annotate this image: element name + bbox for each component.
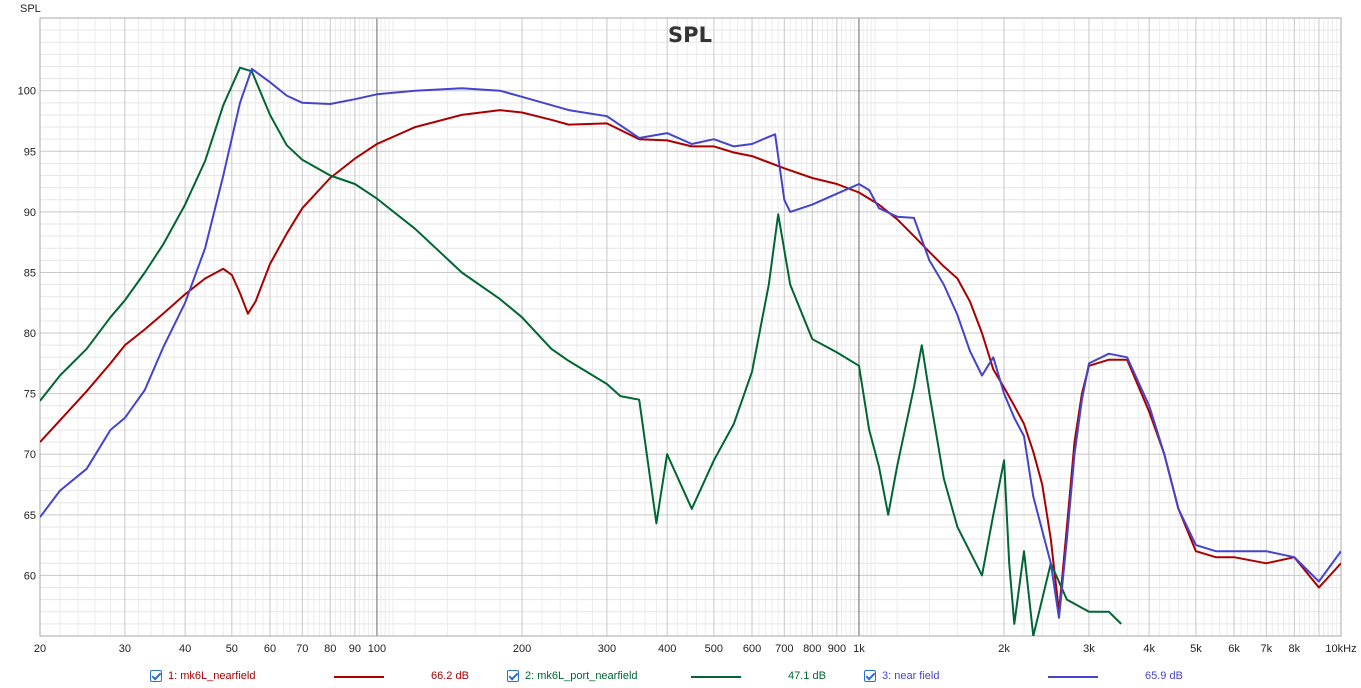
x-tick-label: 90	[349, 643, 361, 655]
legend-item-1[interactable]: 1: mk6L_nearfield	[150, 666, 255, 686]
series-line-2	[40, 66, 1122, 636]
x-tick-label: 700	[775, 643, 793, 655]
x-tick-label: 5k	[1190, 643, 1202, 655]
x-tick-label: 30	[119, 643, 131, 655]
series-line-1	[40, 109, 1341, 613]
chart-title: SPL	[668, 23, 712, 47]
y-tick-label: 85	[24, 267, 36, 279]
series-line-3	[40, 67, 1341, 619]
legend-value-3: 65.9 dB	[1145, 670, 1183, 682]
minor-grid	[40, 17, 1341, 637]
x-tick-label: 800	[803, 643, 821, 655]
y-axis-ticks: 60 65 70 75 80 85 90 95 100	[18, 86, 36, 583]
legend-checkbox-1[interactable]	[150, 670, 162, 682]
x-axis-ticks: 20 30 40 50 60 70 80 90 100 200 300 400 500 600 700 800…	[34, 643, 1357, 655]
x-tick-label: 7k	[1261, 643, 1273, 655]
legend-swatch-3	[1048, 676, 1098, 678]
x-tick-label: 40	[179, 643, 191, 655]
x-tick-label: 1k	[853, 643, 865, 655]
legend: 1: mk6L_nearfield 66.2 dB 2: mk6L_port_n…	[0, 666, 1361, 686]
legend-checkbox-3[interactable]	[864, 670, 876, 682]
legend-swatch-1	[334, 676, 384, 678]
x-tick-label: 400	[658, 643, 676, 655]
x-tick-label: 600	[743, 643, 761, 655]
x-tick-label: 20	[34, 643, 46, 655]
x-tick-label: 300	[598, 643, 616, 655]
x-tick-label: 70	[296, 643, 308, 655]
x-tick-label: 80	[324, 643, 336, 655]
legend-checkbox-2[interactable]	[507, 670, 519, 682]
legend-label-3: 3: near field	[882, 670, 940, 682]
x-tick-label: 900	[828, 643, 846, 655]
major-grid	[39, 18, 1342, 636]
x-tick-label: 60	[264, 643, 276, 655]
y-tick-label: 60	[24, 570, 36, 582]
series-layer	[40, 66, 1341, 636]
y-axis-label: SPL	[20, 3, 41, 15]
x-tick-label: 3k	[1083, 643, 1095, 655]
x-tick-label: 200	[513, 643, 531, 655]
x-tick-label: 6k	[1228, 643, 1240, 655]
y-tick-label: 65	[24, 510, 36, 522]
x-tick-label: 10kHz	[1325, 643, 1356, 655]
legend-value-1: 66.2 dB	[431, 670, 469, 682]
y-tick-label: 100	[18, 86, 36, 98]
y-tick-label: 75	[24, 389, 36, 401]
x-tick-label: 2k	[998, 643, 1010, 655]
legend-swatch-2	[691, 676, 741, 678]
legend-item-3[interactable]: 3: near field	[864, 666, 939, 686]
y-tick-label: 95	[24, 146, 36, 158]
x-tick-label: 8k	[1288, 643, 1300, 655]
legend-label-2: 2: mk6L_port_nearfield	[525, 670, 638, 682]
legend-item-2[interactable]: 2: mk6L_port_nearfield	[507, 666, 638, 686]
x-tick-label: 4k	[1143, 643, 1155, 655]
x-tick-label: 500	[705, 643, 723, 655]
plot-frame	[39, 17, 1342, 637]
legend-value-2: 47.1 dB	[788, 670, 826, 682]
x-tick-label: 100	[368, 643, 386, 655]
y-tick-label: 80	[24, 328, 36, 340]
x-tick-label: 50	[226, 643, 238, 655]
y-tick-label: 90	[24, 207, 36, 219]
y-tick-label: 70	[24, 449, 36, 461]
legend-label-1: 1: mk6L_nearfield	[168, 670, 256, 682]
